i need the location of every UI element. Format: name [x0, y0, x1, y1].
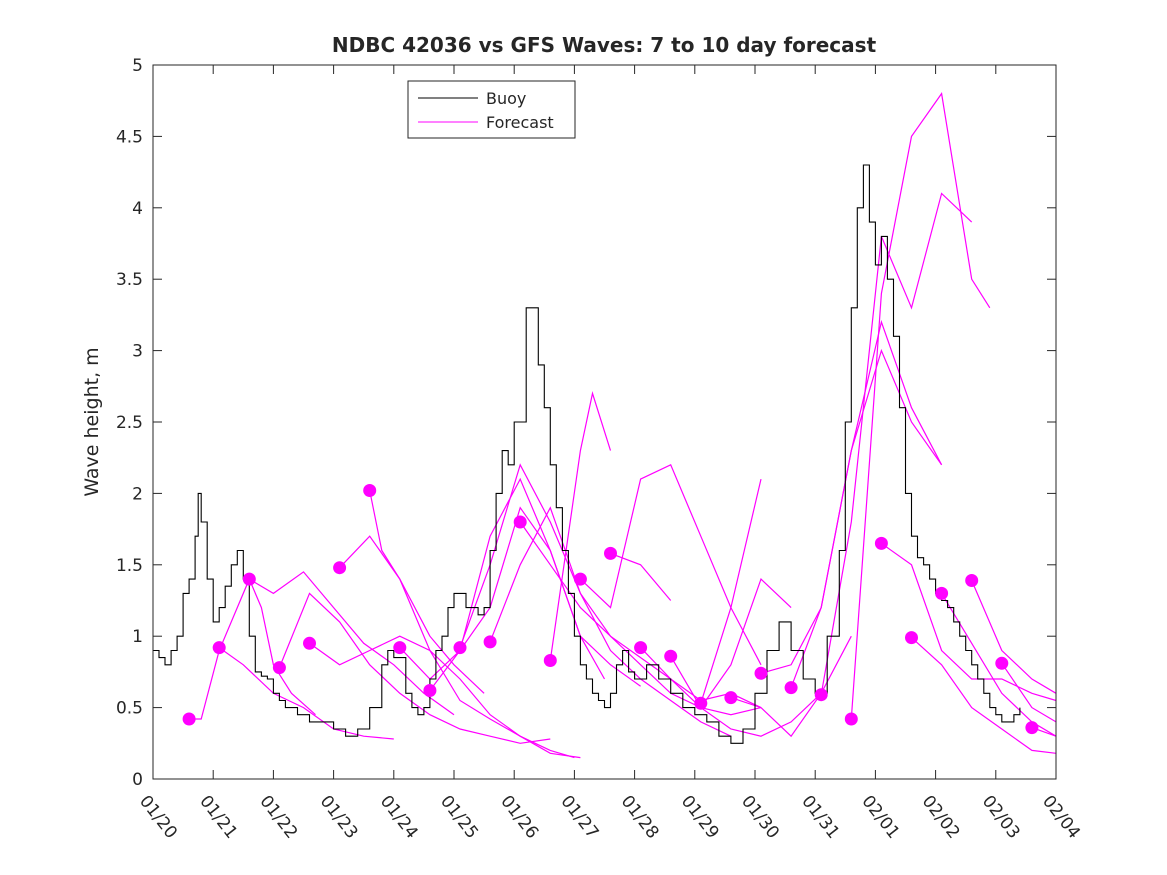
forecast-marker-1 — [182, 712, 196, 726]
forecast-markers-group — [182, 484, 1039, 735]
chart-title: NDBC 42036 vs GFS Waves: 7 to 10 day for… — [332, 33, 877, 57]
forecast-line-18 — [700, 478, 762, 704]
forecast-line-4 — [278, 592, 551, 744]
forecast-line-26 — [941, 593, 1057, 737]
forecast-marker-3 — [242, 572, 256, 586]
forecast-marker-11 — [483, 635, 497, 649]
forecast-marker-6 — [333, 561, 347, 575]
forecast-marker-8 — [393, 641, 407, 655]
forecast-marker-10 — [453, 641, 467, 655]
legend: Buoy Forecast — [407, 80, 576, 139]
forecast-line-19 — [730, 635, 852, 738]
plot-area — [153, 65, 1056, 779]
forecast-marker-20 — [754, 666, 768, 680]
legend-buoy-label: Buoy — [486, 89, 526, 108]
forecast-line-25 — [911, 637, 1057, 754]
forecast-marker-5 — [303, 636, 316, 650]
forecast-line-12 — [519, 521, 762, 709]
forecast-marker-2 — [212, 641, 226, 655]
forecast-marker-15 — [604, 546, 617, 560]
forecast-line-22 — [820, 192, 973, 695]
y-tick-label: 1.5 — [116, 556, 143, 576]
forecast-line-1 — [189, 577, 316, 720]
forecast-line-13 — [549, 391, 612, 661]
forecast-line-24 — [881, 542, 1057, 702]
forecast-marker-14 — [573, 572, 587, 586]
forecast-marker-12 — [513, 515, 527, 529]
forecast-line-7 — [369, 490, 485, 694]
forecast-marker-9 — [423, 684, 437, 697]
forecast-marker-13 — [543, 654, 557, 667]
forecast-marker-23 — [844, 712, 858, 726]
forecast-marker-28 — [995, 656, 1009, 670]
forecast-line-15 — [610, 552, 672, 601]
forecast-line-2 — [218, 647, 394, 740]
legend-forecast-label: Forecast — [486, 113, 554, 132]
y-tick-label: 2 — [132, 484, 143, 504]
forecast-marker-22 — [814, 688, 828, 702]
legend-box — [407, 80, 576, 139]
forecast-line-27 — [971, 580, 1057, 694]
forecast-marker-18 — [694, 696, 708, 710]
forecast-marker-21 — [784, 681, 798, 695]
forecast-line-8 — [399, 477, 641, 687]
forecast-marker-29 — [1025, 721, 1039, 735]
y-tick-label: 1 — [132, 627, 143, 647]
forecast-line-28 — [1001, 662, 1057, 723]
forecast-line-23 — [850, 92, 991, 720]
forecast-marker-4 — [272, 661, 286, 675]
forecast-line-6 — [339, 535, 575, 759]
y-axis: 0 0.5 1 1.5 2 2.5 3 3.5 4 4.5 5 — [116, 56, 1056, 790]
y-tick-label: 3.5 — [116, 270, 143, 290]
buoy-line — [153, 164, 1021, 744]
forecast-marker-17 — [664, 649, 678, 663]
y-axis-label: Wave height, m — [81, 347, 103, 496]
forecast-line-17 — [670, 655, 822, 737]
forecast-line-3 — [248, 571, 455, 716]
y-tick-label: 3 — [132, 342, 143, 362]
y-tick-label: 4.5 — [116, 127, 143, 147]
forecast-marker-7 — [363, 484, 377, 497]
buoy-series-group — [153, 164, 1021, 744]
y-tick-label: 0.5 — [116, 699, 143, 719]
forecast-marker-19 — [724, 691, 738, 705]
forecast-marker-24 — [874, 536, 888, 550]
forecast-marker-27 — [965, 574, 979, 587]
forecast-line-21 — [790, 319, 943, 688]
y-tick-label: 2.5 — [116, 413, 143, 433]
y-tick-label: 4 — [132, 199, 143, 219]
forecast-marker-26 — [935, 586, 949, 600]
forecast-marker-25 — [905, 631, 918, 645]
forecast-marker-16 — [634, 641, 648, 655]
forecast-line-16 — [640, 578, 792, 709]
y-tick-label: 5 — [132, 56, 143, 76]
y-tick-label: 0 — [132, 770, 143, 790]
